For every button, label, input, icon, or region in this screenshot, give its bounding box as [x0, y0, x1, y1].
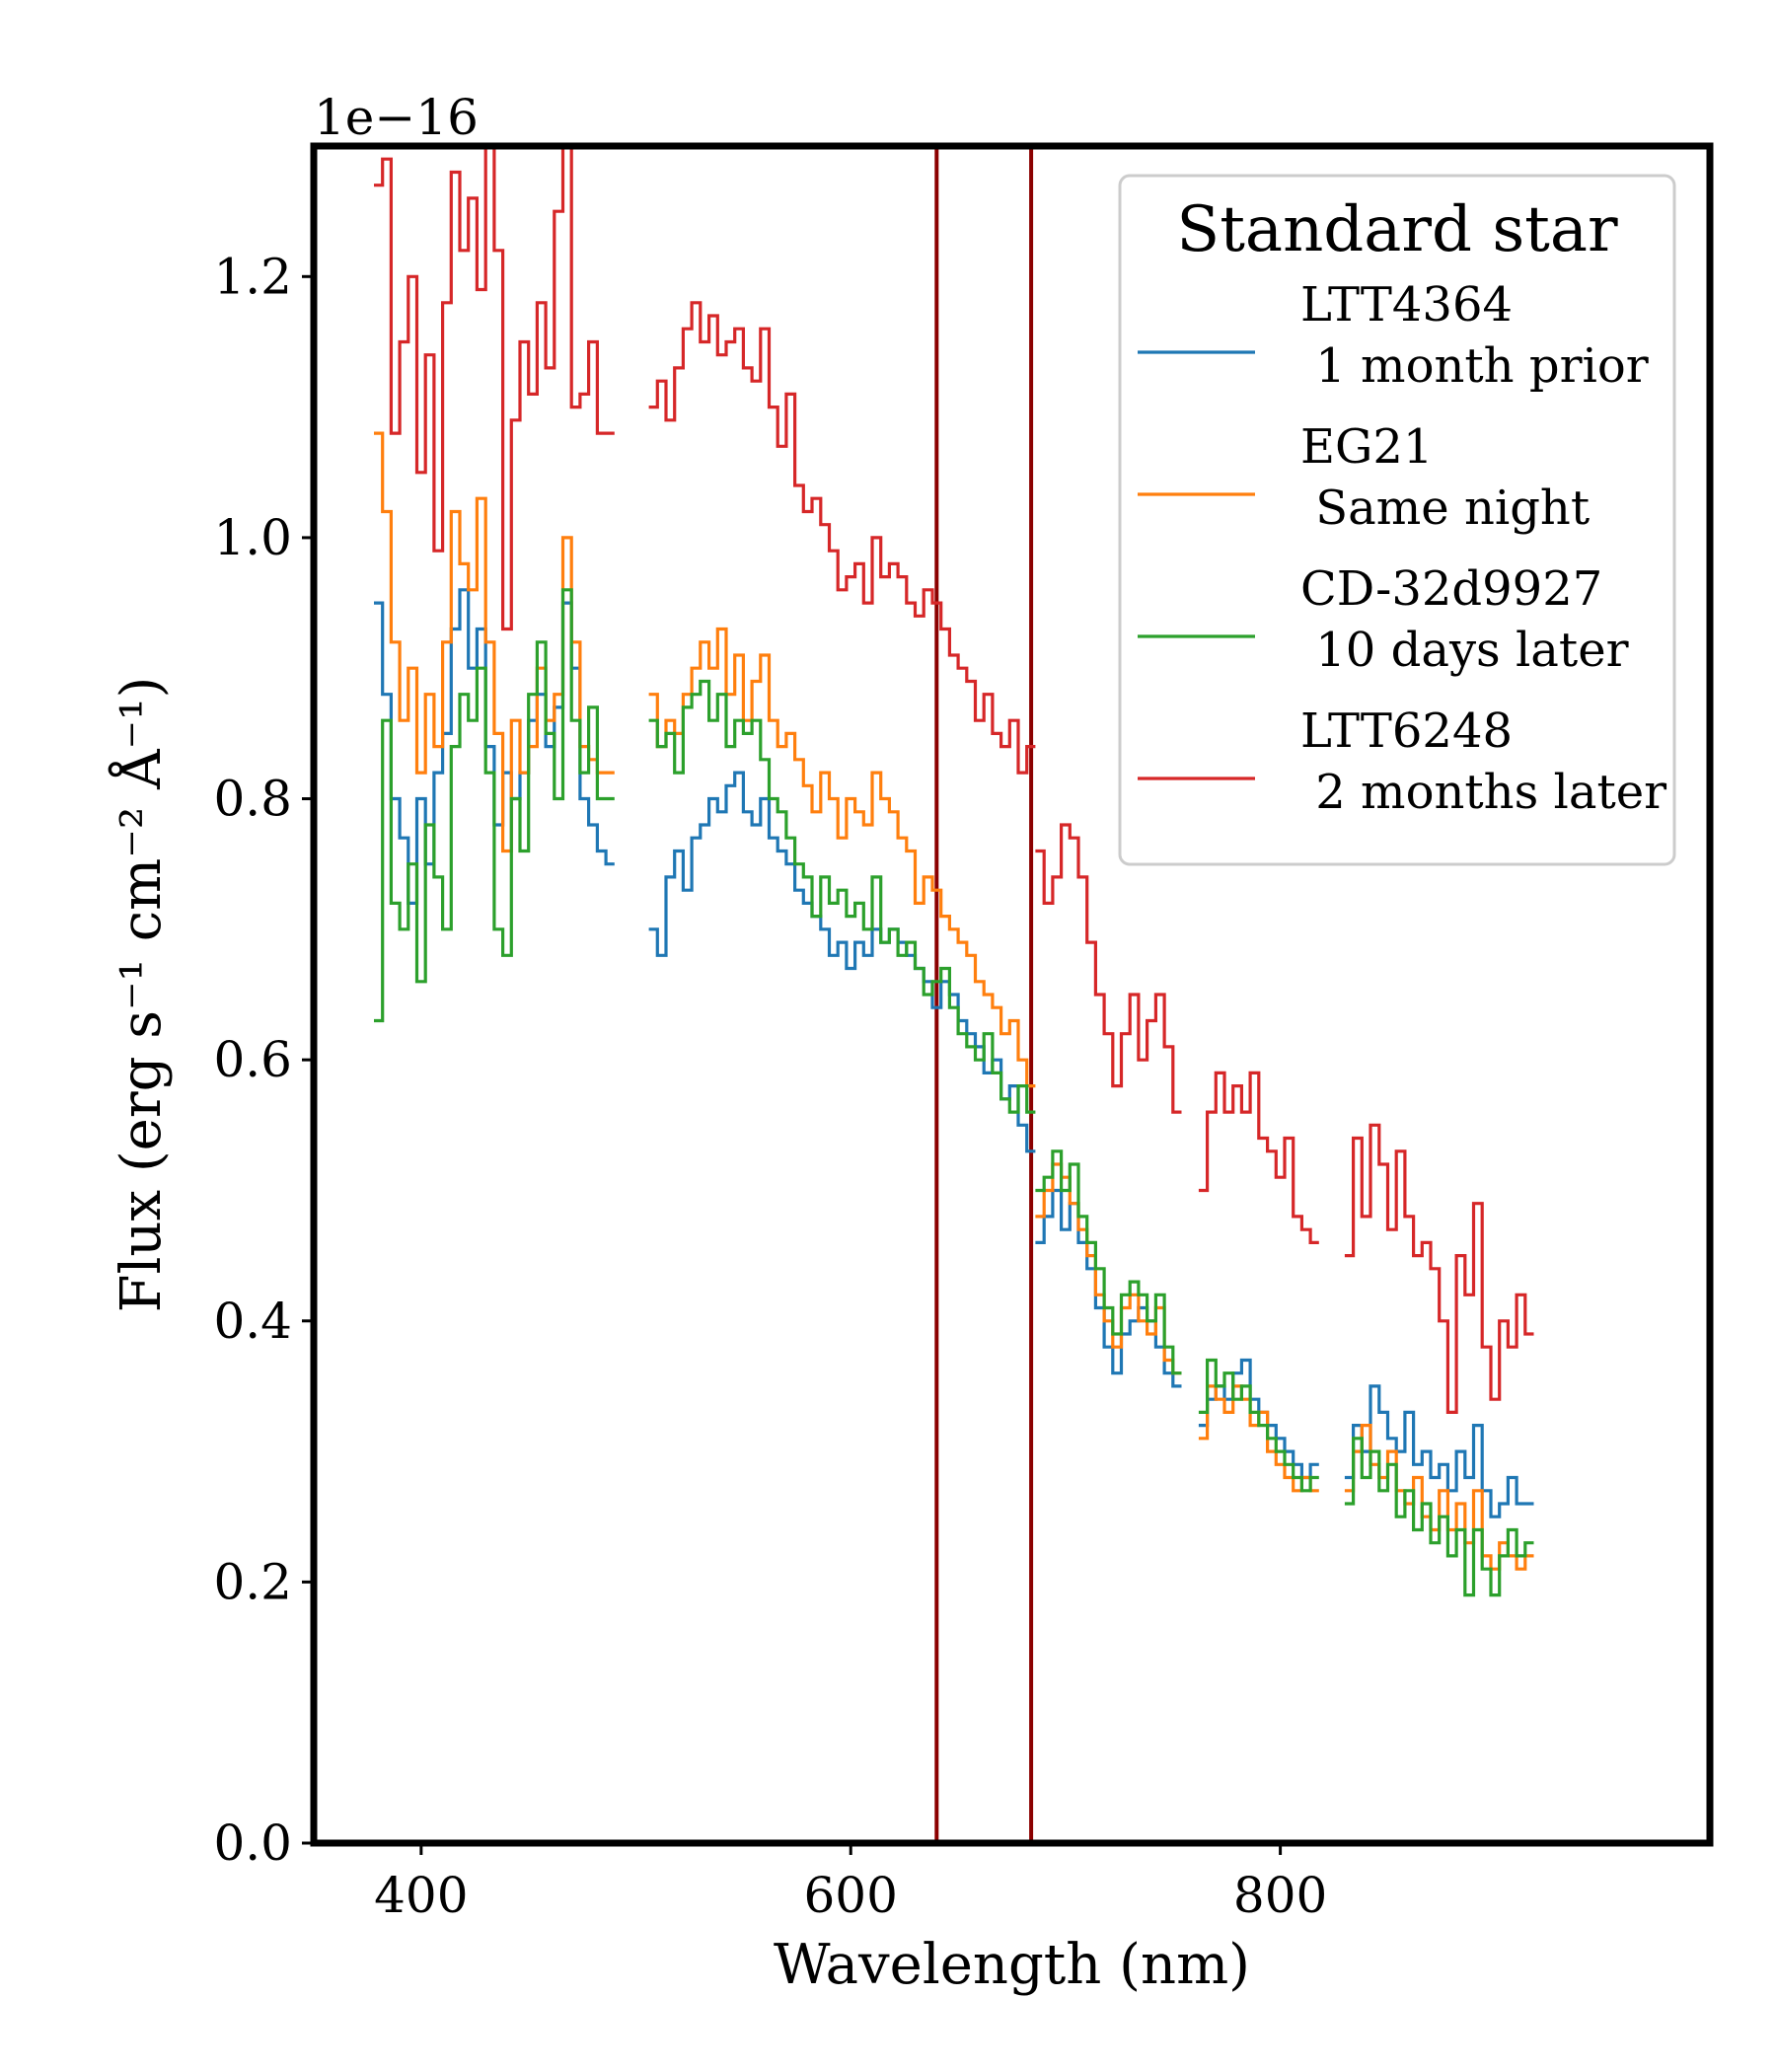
legend: Standard star LTT4364 1 month prior EG21 …	[1118, 174, 1676, 866]
legend-label: LTT6248	[1300, 703, 1513, 759]
legend-entry-1: LTT4364 1 month prior	[1138, 277, 1649, 394]
legend-label: 10 days later	[1300, 623, 1629, 678]
series-4-segment-5	[1344, 1123, 1534, 1414]
x-axis-ticks: 400 600 800	[374, 1843, 1327, 1924]
y-tick-label: 1.2	[213, 248, 292, 305]
series-4-segment-2	[648, 301, 1036, 775]
legend-label: EG21	[1300, 419, 1433, 475]
vertical-lines	[934, 146, 1034, 1843]
legend-entry-2: EG21 Same night	[1138, 419, 1590, 536]
y-tick-label: 0.2	[213, 1553, 292, 1610]
plot-frame	[310, 142, 1714, 1847]
legend-box	[1118, 174, 1676, 866]
legend-label: 2 months later	[1300, 765, 1666, 820]
x-tick-label: 800	[1233, 1867, 1327, 1924]
series-3-segment-3	[1035, 1149, 1182, 1375]
legend-entry-4: LTT6248 2 months later	[1138, 703, 1666, 820]
series-3	[374, 588, 1534, 1597]
x-tick-label: 400	[374, 1867, 468, 1924]
series-4-segment-3	[1035, 823, 1182, 1114]
y-tick-label: 0.8	[213, 771, 292, 828]
legend-entry-3: CD-32d9927 10 days later	[1138, 561, 1629, 678]
x-axis-label: Wavelength (nm)	[774, 1933, 1250, 1997]
y-offset-text: 1e−16	[314, 89, 479, 146]
y-axis-label: Flux (erg s⁻¹ cm⁻² Å⁻¹)	[108, 677, 174, 1313]
legend-label: LTT4364	[1300, 277, 1513, 333]
y-tick-label: 0.4	[213, 1293, 292, 1350]
series-3-segment-2	[648, 679, 1036, 1114]
legend-label: 1 month prior	[1300, 338, 1649, 394]
series-3-segment-1	[374, 588, 615, 1023]
x-tick-label: 600	[804, 1867, 898, 1924]
y-axis-ticks: 0.0 0.2 0.4 0.6 0.8 1.0 1.2	[213, 248, 314, 1872]
series-1-segment-5	[1344, 1384, 1534, 1518]
legend-title: Standard star	[1176, 193, 1618, 266]
y-tick-label: 0.6	[213, 1031, 292, 1088]
y-tick-label: 0.0	[213, 1814, 292, 1872]
series-4-segment-1	[374, 146, 615, 631]
legend-label: CD-32d9927	[1300, 561, 1602, 617]
series-4-segment-4	[1198, 1071, 1319, 1244]
series-3-segment-5	[1344, 1437, 1534, 1597]
series-3-segment-4	[1198, 1358, 1319, 1493]
legend-label: Same night	[1300, 481, 1590, 536]
series-layer	[374, 146, 1534, 1597]
series-2-segment-1	[374, 431, 615, 853]
series-4	[374, 146, 1534, 1414]
series-2-segment-2	[648, 627, 1036, 1088]
y-tick-label: 1.0	[213, 509, 292, 566]
